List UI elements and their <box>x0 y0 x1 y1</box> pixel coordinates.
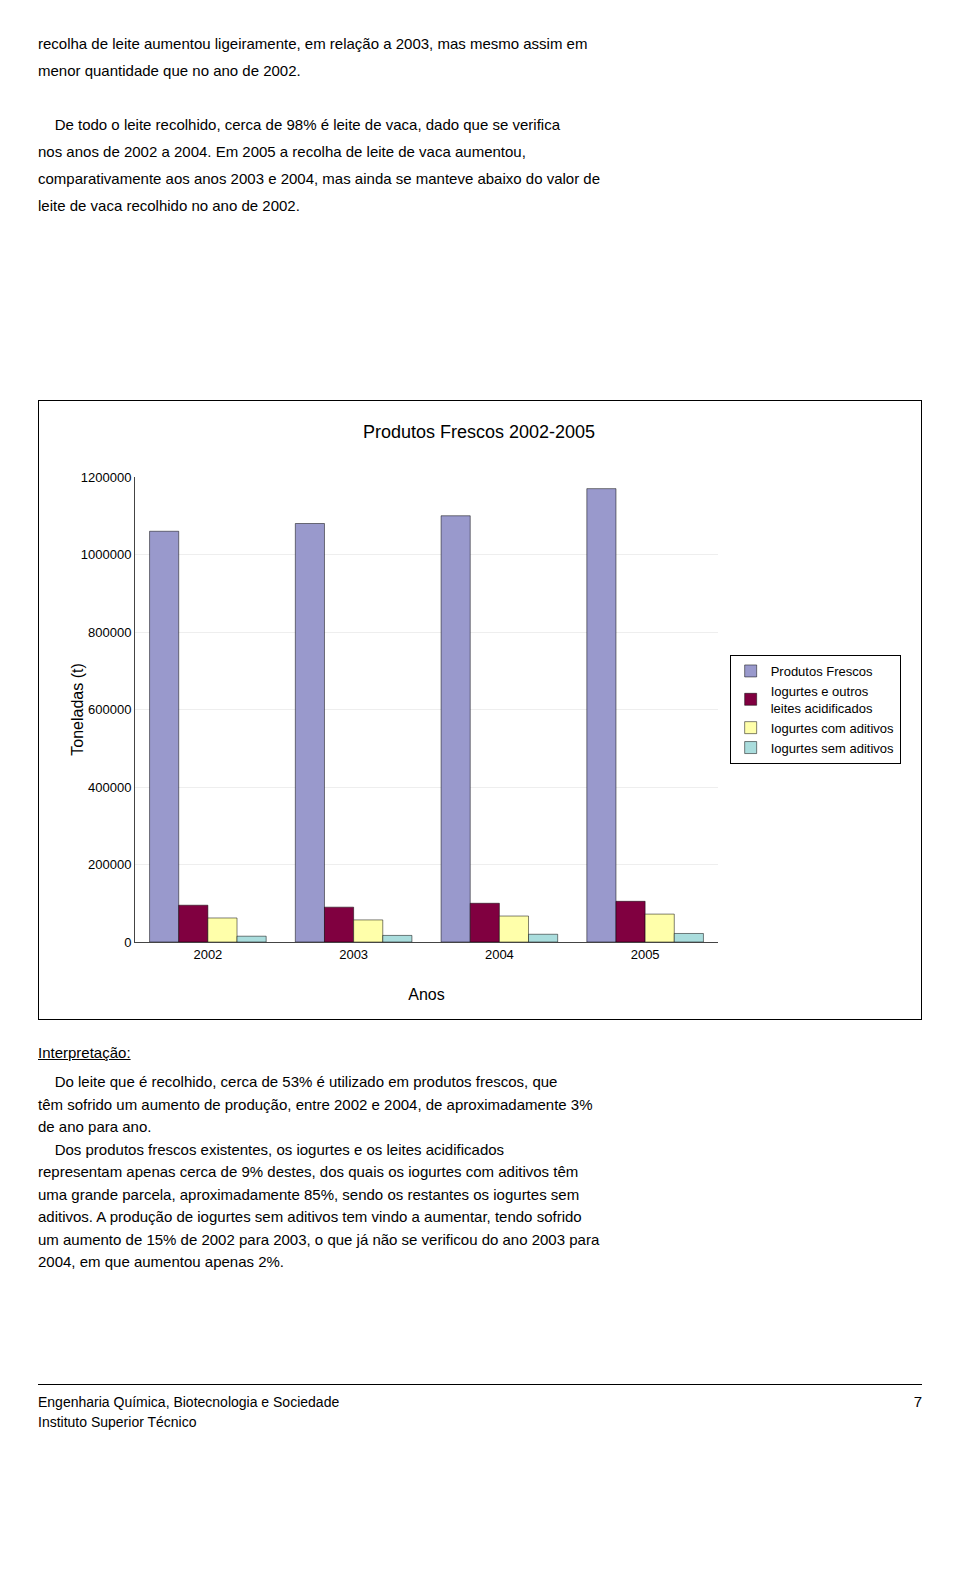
svg-text:Produtos Frescos: Produtos Frescos <box>771 664 873 679</box>
html-text:Interpretação:: Interpretação: <box>38 1044 131 1061</box>
svg-text:1000000: 1000000 <box>81 547 132 562</box>
svg-text:0: 0 <box>124 935 131 950</box>
html-text:Do leite que é recolhido, cerc: Do leite que é recolhido, cerca de 53% é… <box>38 1073 600 1270</box>
svg-text:Iogurtes sem aditivos: Iogurtes sem aditivos <box>771 741 894 756</box>
svg-text:Iogurtes com aditivos: Iogurtes com aditivos <box>771 721 894 736</box>
svg-text:2005: 2005 <box>631 947 660 962</box>
svg-text:800000: 800000 <box>88 625 131 640</box>
svg-text:1200000: 1200000 <box>81 470 132 485</box>
svg-text:Iogurtes e outrosleites acidif: Iogurtes e outrosleites acidificados <box>771 684 873 716</box>
svg-text:2004: 2004 <box>485 947 514 962</box>
svg-text:200000: 200000 <box>88 857 131 872</box>
svg-text:2003: 2003 <box>339 947 368 962</box>
svg-text:2002: 2002 <box>193 947 222 962</box>
svg-text:Toneladas (t): Toneladas (t) <box>69 663 86 756</box>
html-text:recolha de leite aumentou lige: recolha de leite aumentou ligeiramente, … <box>38 35 600 214</box>
html-text:7: 7 <box>913 1393 922 1410</box>
svg-text:Produtos Frescos 2002-2005: Produtos Frescos 2002-2005 <box>363 422 595 442</box>
html-text:Engenharia Química, Biotecnolo: Engenharia Química, Biotecnologia e Soci… <box>38 1394 340 1430</box>
svg-text:400000: 400000 <box>88 780 131 795</box>
svg-text:Anos: Anos <box>408 986 444 1003</box>
svg-text:600000: 600000 <box>88 702 131 717</box>
